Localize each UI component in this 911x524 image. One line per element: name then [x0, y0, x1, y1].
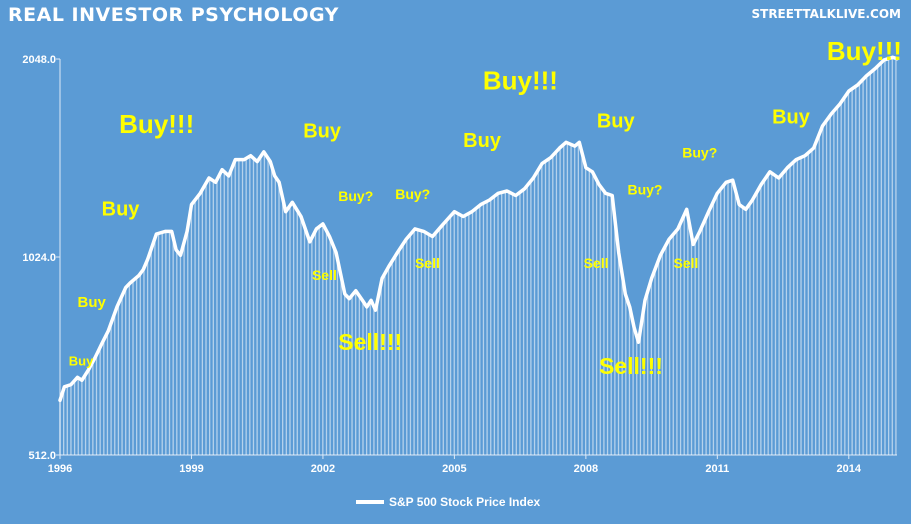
legend-label: S&P 500 Stock Price Index	[389, 495, 541, 509]
annotation-label: Buy!!!	[119, 109, 194, 139]
annotation-label: Buy	[303, 121, 342, 143]
y-tick-label: 1024.0	[22, 252, 56, 264]
source-label: STREETTALKLIVE.COM	[751, 7, 901, 21]
y-tick-label: 512.0	[28, 450, 56, 462]
annotation-label: Buy!!!	[827, 36, 902, 66]
annotation-label: Buy?	[395, 186, 430, 202]
annotation-label: Buy?	[627, 181, 662, 197]
x-tick-label: 1999	[179, 463, 203, 475]
annotation-label: Sell!!!	[338, 329, 402, 355]
annotation-label: Buy	[78, 294, 107, 311]
annotation-label: Sell	[415, 255, 440, 271]
y-tick-label: 2048.0	[22, 54, 56, 66]
x-tick-label: 2011	[705, 463, 729, 475]
annotation-label: Buy	[463, 130, 502, 152]
annotation-label: Buy	[772, 106, 811, 128]
annotation-label: Buy	[69, 354, 94, 369]
x-tick-label: 2008	[574, 463, 598, 475]
series-line-sp500	[58, 55, 899, 403]
x-tick-label: 2014	[837, 463, 862, 475]
annotation-label: Buy	[102, 198, 141, 220]
annotation-label: Buy?	[682, 145, 717, 161]
x-tick-label: 2005	[442, 463, 466, 475]
x-tick-label: 1996	[48, 463, 72, 475]
x-tick-label: 2002	[311, 463, 335, 475]
annotation-label: Sell!!!	[599, 353, 663, 379]
annotation-label: Buy	[597, 111, 636, 133]
annotation-label: Buy?	[338, 188, 373, 204]
chart-title: REAL INVESTOR PSYCHOLOGY	[8, 4, 339, 26]
annotation-label: Buy!!!	[483, 66, 558, 96]
annotation-label: Sell	[312, 267, 337, 283]
annotation-label: Sell	[584, 255, 609, 271]
annotation-label: Sell	[674, 255, 699, 271]
